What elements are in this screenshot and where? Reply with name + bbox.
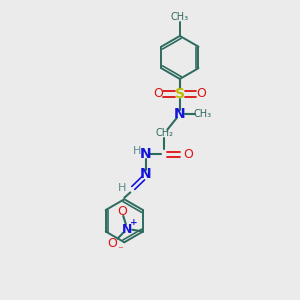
- Text: CH₃: CH₃: [171, 12, 189, 22]
- Text: CH₂: CH₂: [155, 128, 173, 138]
- Text: N: N: [122, 223, 133, 236]
- Text: H: H: [118, 183, 126, 193]
- Text: ⁻: ⁻: [117, 245, 123, 255]
- Text: O: O: [153, 87, 163, 101]
- Text: O: O: [196, 87, 206, 101]
- Text: N: N: [140, 167, 152, 182]
- Text: N: N: [174, 107, 186, 121]
- Text: +: +: [130, 218, 137, 227]
- Text: O: O: [183, 148, 193, 161]
- Text: N: N: [140, 147, 152, 161]
- Text: O: O: [107, 237, 117, 250]
- Text: S: S: [175, 87, 185, 101]
- Text: H: H: [133, 146, 141, 156]
- Text: CH₃: CH₃: [193, 109, 211, 119]
- Text: O: O: [117, 205, 127, 218]
